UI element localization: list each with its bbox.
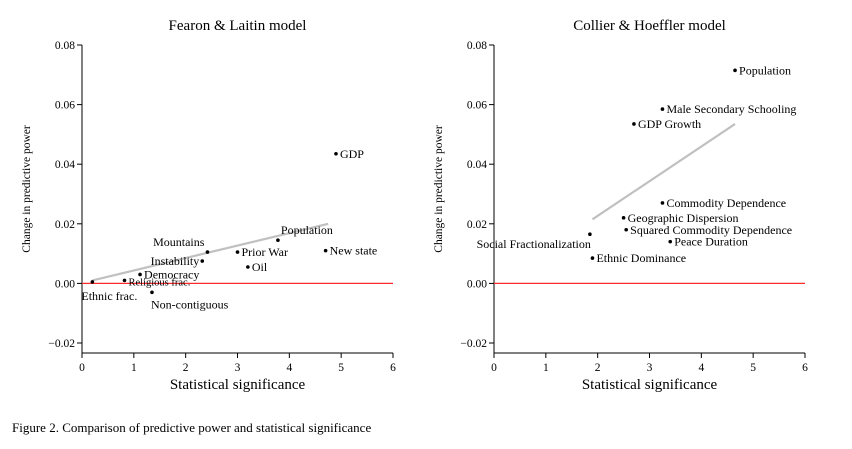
point-label: Population (739, 63, 791, 77)
x-tick-label: 3 (647, 362, 653, 374)
point-label: Peace Duration (674, 235, 748, 249)
x-tick-label: 3 (235, 362, 241, 374)
x-tick-label: 4 (286, 362, 292, 374)
x-tick-label: 0 (79, 362, 85, 374)
point-label: Male Secondary Schooling (666, 102, 796, 116)
panel-title: Fearon & Laitin model (169, 18, 307, 34)
y-tick-label: 0.00 (55, 278, 75, 290)
data-point (323, 248, 328, 253)
data-point (624, 227, 628, 232)
x-tick-label: 6 (390, 362, 396, 374)
point-label: GDP (340, 147, 364, 161)
x-axis-label: Statistical significance (582, 377, 718, 393)
data-point (660, 201, 665, 205)
y-tick-label: 0.06 (467, 100, 487, 112)
x-tick-label: 6 (802, 362, 808, 374)
data-point (334, 151, 338, 156)
point-label: Non-contiguous (151, 297, 229, 311)
data-point (200, 259, 205, 263)
point-label: Ethnic frac. (81, 289, 137, 303)
data-point (90, 280, 95, 284)
x-tick-label: 2 (183, 362, 189, 374)
x-tick-label: 0 (491, 362, 497, 374)
point-label: Prior War (242, 245, 288, 259)
point-label: Instability (151, 254, 200, 268)
y-tick-label: 0.06 (55, 100, 75, 112)
point-label: Social Fractionalization (477, 237, 591, 251)
y-tick-label: 0.08 (467, 40, 487, 52)
point-label: Mountains (153, 235, 205, 249)
data-point (276, 238, 280, 242)
data-point (668, 239, 673, 244)
y-tick-label: −0.02 (460, 338, 487, 350)
chart-canvas: Fearon & Laitin model −0.02 0.00 0.02 0.04 0.… (21, 18, 808, 393)
data-point (205, 250, 210, 254)
data-point (246, 265, 250, 269)
point-label: Squared Commodity Dependence (630, 223, 792, 237)
data-point (588, 232, 592, 237)
data-point (150, 290, 154, 295)
data-point (733, 68, 737, 73)
data-point (138, 272, 142, 277)
y-axis-label: Change in predictive power (21, 125, 33, 253)
point-label: GDP Growth (638, 117, 701, 131)
data-point (660, 107, 665, 111)
point-label: Commodity Dependence (666, 196, 786, 210)
x-tick-label: 2 (595, 362, 601, 374)
x-axis-label: Statistical significance (170, 377, 306, 393)
data-point (235, 250, 240, 254)
point-label: Geographic Dispersion (628, 211, 739, 225)
x-tick-label: 1 (543, 362, 549, 374)
y-tick-label: 0.04 (467, 159, 487, 171)
y-axis-label: Change in predictive power (433, 125, 445, 253)
x-tick-label: 5 (750, 362, 756, 374)
data-point (632, 122, 636, 126)
data-point (621, 216, 626, 220)
data-point (590, 256, 595, 260)
point-label: New state (330, 244, 378, 258)
y-tick-label: 0.02 (467, 219, 487, 231)
trend-line (92, 222, 329, 282)
panel-1: Fearon & Laitin model −0.02 0.00 0.02 0.04 0.… (21, 18, 396, 393)
trend-line (591, 123, 736, 221)
y-tick-label: 0.00 (467, 278, 487, 290)
y-tick-label: 0.08 (55, 40, 75, 52)
y-tick-label: 0.02 (55, 219, 75, 231)
figure-caption: Figure 2. Comparison of predictive power… (12, 420, 372, 435)
data-point (122, 278, 127, 283)
point-label: Oil (252, 260, 268, 274)
y-tick-label: −0.02 (48, 338, 75, 350)
point-label: Democracy (144, 267, 199, 281)
point-label: Religious frac. (129, 277, 191, 288)
point-label: Population (281, 223, 333, 237)
x-tick-label: 4 (698, 362, 704, 374)
y-tick-label: 0.04 (55, 159, 75, 171)
panel-title: Collier & Hoeffler model (573, 18, 726, 34)
x-tick-label: 1 (131, 362, 137, 374)
x-tick-label: 5 (338, 362, 344, 374)
point-label: Ethnic Dominance (596, 251, 686, 265)
panel-2: Collier & Hoeffler model −0.02 0.00 0.02 0.0… (433, 18, 808, 393)
